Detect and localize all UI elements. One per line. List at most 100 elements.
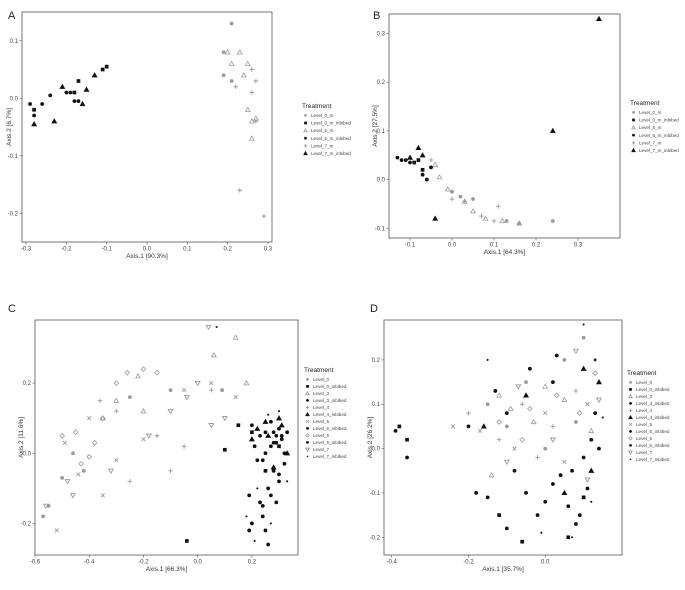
legend-label: Level_5_inbibed — [636, 429, 670, 434]
data-point — [140, 366, 147, 372]
x-tick-label: -0.2 — [61, 247, 72, 253]
data-point — [263, 468, 268, 473]
data-point — [471, 197, 475, 201]
legend-marker — [303, 144, 308, 148]
legend-marker — [629, 402, 632, 405]
data-point — [209, 380, 214, 386]
data-point — [278, 422, 285, 428]
legend-label: Level_7 — [636, 450, 653, 455]
data-point — [236, 49, 243, 55]
data-point — [420, 167, 425, 172]
data-point — [48, 93, 53, 98]
data-point — [41, 514, 46, 519]
data-point — [224, 49, 231, 55]
data-point — [183, 394, 190, 401]
legend-label: Level_3_inbibed — [636, 401, 670, 406]
legend-marker — [631, 141, 636, 145]
plot-frame — [383, 319, 623, 556]
data-point — [167, 409, 174, 415]
legend-title: Treatment — [304, 367, 334, 374]
legend-marker — [305, 411, 310, 417]
legend-label: Level_3 — [636, 394, 653, 399]
data-point — [551, 380, 555, 384]
data-point — [458, 194, 463, 199]
data-point — [424, 177, 429, 182]
data-point — [32, 113, 36, 118]
data-point — [543, 446, 548, 451]
data-point — [503, 459, 510, 466]
data-point — [466, 410, 471, 416]
data-point — [523, 392, 530, 398]
y-axis-label: Axis.2 [6.7%] — [6, 108, 13, 146]
legend-marker — [631, 125, 636, 130]
data-point — [499, 217, 506, 224]
data-point — [512, 468, 517, 473]
data-point — [254, 425, 261, 431]
data-point — [286, 480, 289, 483]
data-point — [252, 444, 257, 449]
data-point — [397, 424, 402, 429]
data-point — [253, 539, 256, 543]
data-point — [282, 461, 287, 466]
data-point — [271, 468, 276, 473]
data-point — [267, 413, 270, 416]
y-tick-label: -0.1 — [370, 491, 381, 497]
data-point — [71, 451, 75, 456]
data-point — [477, 428, 483, 434]
data-point — [574, 522, 578, 526]
data-point — [403, 158, 408, 162]
data-point — [436, 174, 443, 180]
data-point — [466, 424, 471, 429]
legend-marker — [305, 419, 310, 424]
data-point — [124, 369, 131, 376]
data-point — [222, 447, 227, 452]
data-point — [260, 504, 265, 508]
data-point — [415, 144, 422, 151]
data-point — [581, 495, 586, 500]
legend-marker — [629, 388, 632, 391]
x-tick-label: -0.1 — [102, 247, 113, 253]
data-point — [229, 21, 234, 26]
x-axis-label: Axis.1 [64.3%] — [484, 249, 526, 256]
data-point — [269, 522, 272, 525]
data-point — [570, 468, 574, 473]
data-point — [51, 118, 58, 124]
legend-label: Level_5_inbibed — [313, 426, 347, 431]
legend-label: Level_4_inbibed — [313, 412, 347, 417]
data-point — [449, 196, 455, 202]
data-point — [549, 437, 556, 443]
legend-marker — [628, 408, 633, 413]
data-point — [59, 83, 66, 89]
y-tick-label: 0.0 — [23, 451, 32, 457]
legend-label: Level_6 — [313, 433, 330, 438]
data-point — [450, 424, 456, 429]
data-point — [78, 460, 84, 467]
data-point — [554, 353, 559, 358]
data-point — [248, 135, 255, 141]
y-axis-label: Axis.2 [26.2%] — [367, 417, 374, 459]
data-point — [220, 388, 224, 393]
data-point — [279, 433, 284, 438]
data-point — [181, 443, 187, 449]
y-tick-label: 0.0 — [377, 178, 386, 184]
data-point — [42, 503, 49, 510]
panel-letter: B — [373, 10, 380, 22]
data-point — [64, 479, 71, 485]
data-point — [462, 199, 467, 204]
data-point — [168, 468, 173, 474]
data-point — [100, 67, 105, 72]
data-point — [237, 187, 243, 193]
data-point — [208, 423, 215, 429]
legend-label: Level_7_m_inbibed — [311, 151, 351, 156]
data-point — [228, 60, 235, 66]
x-axis-label: Axis.1 [35.7%] — [482, 566, 524, 573]
legend-marker — [306, 455, 309, 458]
data-point — [543, 410, 548, 416]
legend-label: Level_6 — [636, 436, 653, 441]
data-point — [405, 455, 409, 460]
data-point — [256, 487, 259, 490]
legend-marker — [305, 447, 310, 453]
x-tick-label: -0.6 — [30, 560, 41, 566]
y-tick-label: 0.3 — [377, 31, 386, 37]
data-point — [515, 384, 522, 390]
